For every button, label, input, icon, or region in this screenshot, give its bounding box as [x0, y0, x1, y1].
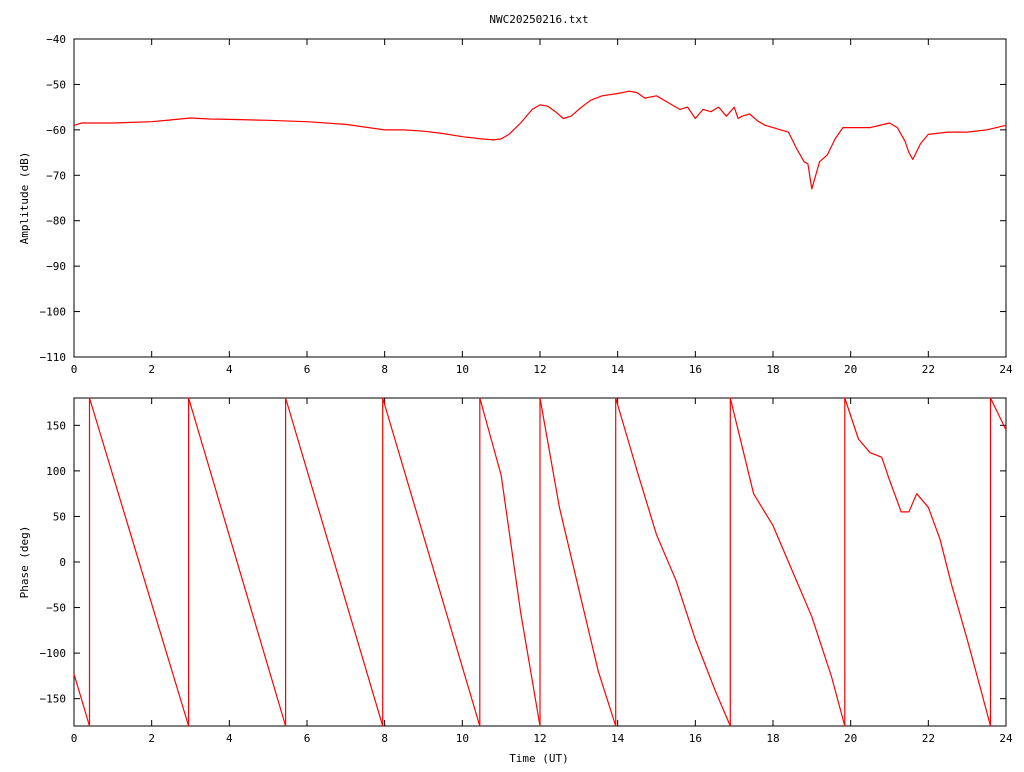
phase-y-tick-label: −50 — [46, 602, 66, 615]
amplitude-y-tick-label: −40 — [46, 33, 66, 46]
phase-x-tick-label: 0 — [71, 732, 78, 745]
amplitude-y-tick-label: −70 — [46, 169, 66, 182]
phase-series-line — [989, 397, 1007, 726]
amplitude-x-tick-label: 14 — [611, 363, 625, 376]
phase-x-tick-label: 4 — [226, 732, 233, 745]
phase-series-line — [729, 397, 846, 727]
phase-x-tick-label: 12 — [533, 732, 546, 745]
phase-y-tick-label: 150 — [46, 419, 66, 432]
phase-x-tick-label: 6 — [304, 732, 311, 745]
amplitude-x-tick-label: 12 — [533, 363, 546, 376]
phase-series-line — [73, 673, 91, 727]
amplitude-x-tick-label: 16 — [689, 363, 702, 376]
phase-series-line — [88, 397, 190, 727]
phase-x-tick-label: 24 — [999, 732, 1013, 745]
amplitude-y-tick-label: −100 — [40, 306, 67, 319]
amplitude-y-tick-label: −110 — [40, 351, 67, 364]
amplitude-x-tick-label: 8 — [381, 363, 388, 376]
phase-x-tick-label: 14 — [611, 732, 625, 745]
phase-series-line — [188, 397, 287, 727]
amplitude-x-tick-label: 4 — [226, 363, 233, 376]
amplitude-plot-frame — [73, 38, 1007, 358]
phase-x-tick-label: 10 — [456, 732, 469, 745]
phase-x-tick-label: 22 — [922, 732, 935, 745]
amplitude-y-label: Amplitude (dB) — [18, 152, 31, 245]
phase-y-label: Phase (deg) — [18, 526, 31, 599]
phase-x-tick-label: 8 — [381, 732, 388, 745]
amplitude-x-tick-label: 0 — [71, 363, 78, 376]
phase-y-tick-label: 100 — [46, 465, 66, 478]
amplitude-y-tick-label: −90 — [46, 260, 66, 273]
phase-x-tick-label: 16 — [689, 732, 702, 745]
phase-x-tick-label: 2 — [148, 732, 155, 745]
amplitude-x-tick-label: 6 — [304, 363, 311, 376]
time-x-label: Time (UT) — [509, 752, 569, 765]
phase-series-line — [539, 397, 617, 727]
amplitude-y-tick-label: −80 — [46, 215, 66, 228]
phase-panel: Phase (deg) Time (UT) 0 2 4 6 8 10 12 14 16 18 20 2… — [18, 397, 1013, 765]
phase-series-line — [382, 397, 481, 727]
phase-y-tick-label: 0 — [59, 556, 66, 569]
amplitude-y-tick-label: −60 — [46, 124, 66, 137]
phase-y-tick-label: −150 — [40, 693, 67, 706]
amplitude-x-tick-label: 2 — [148, 363, 155, 376]
amplitude-x-tick-label: 22 — [922, 363, 935, 376]
chart-title: NWC20250216.txt — [489, 13, 588, 26]
amplitude-series-line — [73, 90, 1007, 190]
phase-series-line — [479, 397, 541, 727]
phase-series-line — [615, 397, 731, 727]
phase-y-tick-label: −100 — [40, 647, 67, 660]
phase-series-line — [285, 397, 384, 727]
phase-x-tick-label: 20 — [844, 732, 857, 745]
amplitude-x-tick-label: 10 — [456, 363, 469, 376]
phase-series-line — [844, 397, 992, 727]
amplitude-x-tick-label: 18 — [766, 363, 779, 376]
phase-x-tick-label: 18 — [766, 732, 779, 745]
phase-y-tick-label: 50 — [53, 510, 66, 523]
amplitude-x-tick-label: 20 — [844, 363, 857, 376]
amplitude-x-tick-label: 24 — [999, 363, 1013, 376]
amplitude-y-tick-label: −50 — [46, 78, 66, 91]
amplitude-panel: Amplitude (dB) 0 2 4 6 8 10 12 14 16 18 20 22 24−110… — [18, 33, 1013, 376]
